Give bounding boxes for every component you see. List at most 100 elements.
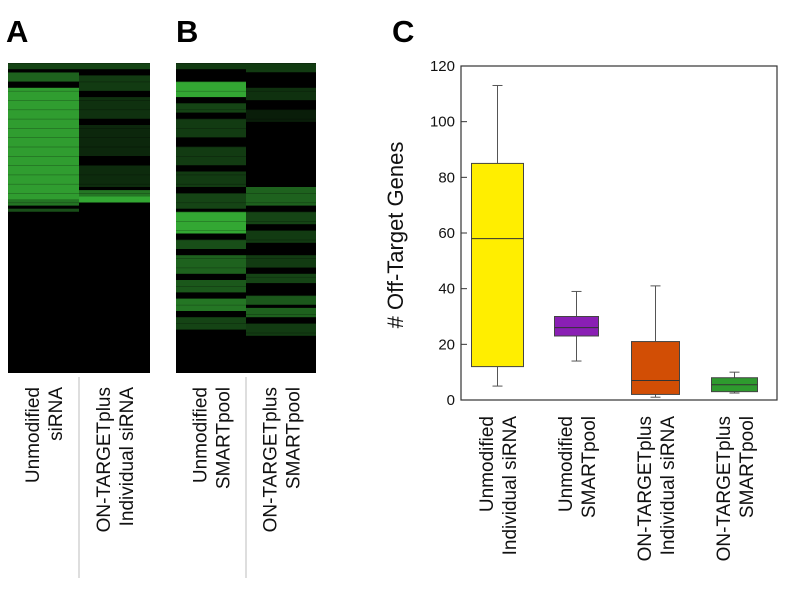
heatmap-band	[8, 63, 79, 70]
heatmap-row-line	[176, 146, 316, 148]
heatmap-row-line	[8, 221, 150, 222]
heatmap-row-line	[176, 267, 316, 269]
heatmap-row-line	[8, 137, 150, 138]
heatmap-row-line	[8, 304, 150, 306]
heatmap-row-line	[8, 211, 150, 213]
panel-letter-b: B	[176, 14, 198, 49]
heatmap-band	[246, 211, 316, 225]
heatmap-row-line	[176, 202, 316, 204]
heatmap-row-line	[8, 342, 150, 343]
heatmap-row-line	[8, 193, 150, 194]
heatmap-row-line	[8, 369, 150, 371]
box-iqr	[554, 316, 599, 337]
heatmap-row-line	[176, 342, 316, 343]
x-category-label: Unmodified	[556, 416, 577, 512]
heatmap-row-line	[176, 90, 316, 92]
heatmap-row-line	[176, 183, 316, 185]
heatmap-row-line	[8, 165, 150, 166]
box-1	[471, 84, 524, 387]
heatmap-row-line	[176, 156, 316, 157]
heatmap-band	[176, 298, 246, 311]
y-tick-label: 120	[430, 58, 455, 75]
heatmap-row-line	[8, 81, 150, 83]
heatmap-band	[246, 273, 316, 284]
heatmap-row-line	[176, 81, 316, 83]
heatmap-band	[246, 63, 316, 73]
heatmap-band	[79, 97, 150, 119]
box-2	[554, 290, 599, 362]
heatmap-row-line	[8, 109, 150, 111]
heatmap-row-line	[8, 286, 150, 287]
heatmap-panel-b	[176, 63, 316, 373]
heatmap-band	[246, 307, 316, 318]
x-category-label: ON-TARGETplus	[635, 416, 656, 561]
heatmap-column-label: Unmodified	[191, 387, 212, 483]
y-tick-label: 80	[438, 169, 455, 186]
heatmap-band	[176, 211, 246, 234]
heatmap-row-line	[8, 202, 150, 204]
heatmap-row-line	[176, 369, 316, 371]
panel-letter-a: A	[6, 14, 28, 49]
heatmap-row-line	[8, 351, 150, 352]
heatmap-band	[176, 63, 246, 70]
heatmap-column-label: Individual siRNA	[117, 387, 138, 527]
heatmap-row-line	[8, 100, 150, 101]
heatmap-row-line	[176, 165, 316, 166]
heatmap-band	[176, 146, 246, 166]
y-tick-label: 20	[438, 336, 455, 353]
heatmap-band	[8, 87, 79, 200]
heatmap-row-line	[176, 323, 316, 324]
y-tick-label: 60	[438, 225, 455, 242]
x-category-label: Unmodified	[477, 416, 498, 512]
heatmap-band	[246, 255, 316, 268]
heatmap-row-line	[176, 211, 316, 213]
heatmap-b-labels: Unmodified SMARTpool ON-TARGETplus SMARTpoo…	[191, 377, 305, 578]
heatmap-band	[79, 190, 150, 197]
heatmap-row-line	[176, 174, 316, 176]
heatmap-column-label: SMARTpool	[284, 387, 305, 489]
heatmap-row-line	[176, 314, 316, 315]
heatmap-band	[246, 87, 316, 101]
heatmap-band	[79, 63, 150, 70]
heatmap-row-line	[8, 276, 150, 278]
heatmap-band	[246, 187, 316, 206]
heatmap-band	[246, 323, 316, 336]
heatmap-row-line	[176, 304, 316, 306]
heatmap-row-line	[8, 332, 150, 334]
heatmap-row-line	[176, 258, 316, 259]
heatmap-band	[79, 196, 150, 203]
heatmap-column-label: siRNA	[46, 387, 67, 441]
heatmap-row-line	[176, 332, 316, 334]
x-category-label: SMARTpool	[737, 416, 758, 518]
heatmap-row-line	[176, 221, 316, 222]
heatmap-column-label: ON-TARGETplus	[94, 387, 115, 532]
heatmap-row-line	[176, 360, 316, 362]
heatmap-row-line	[8, 314, 150, 315]
heatmap-row-line	[176, 286, 316, 287]
heatmap-row-line	[8, 146, 150, 148]
y-tick-label: 100	[430, 114, 455, 131]
y-axis-title: # Off-Target Genes	[383, 142, 408, 329]
heatmap-row-line	[8, 360, 150, 362]
heatmap-row-line	[176, 128, 316, 129]
heatmap-row-line	[8, 230, 150, 231]
heatmap-row-line	[176, 72, 316, 73]
box-iqr	[631, 341, 680, 395]
heatmap-row-line	[8, 323, 150, 324]
heatmap-row-line	[176, 118, 316, 120]
heatmap-band	[176, 103, 246, 113]
heatmap-row-line	[8, 72, 150, 73]
heatmap-row-line	[8, 239, 150, 241]
heatmap-row-line	[176, 249, 316, 250]
heatmap-row-line	[8, 267, 150, 269]
heatmap-band	[176, 171, 246, 187]
heatmap-row-line	[176, 100, 316, 101]
box-iqr	[471, 162, 524, 368]
heatmap-row-line	[8, 258, 150, 259]
y-tick-label: 40	[438, 281, 455, 298]
heatmap-band	[8, 199, 79, 206]
heatmap-row-line	[8, 63, 150, 64]
x-category-label: Individual siRNA	[500, 416, 521, 556]
